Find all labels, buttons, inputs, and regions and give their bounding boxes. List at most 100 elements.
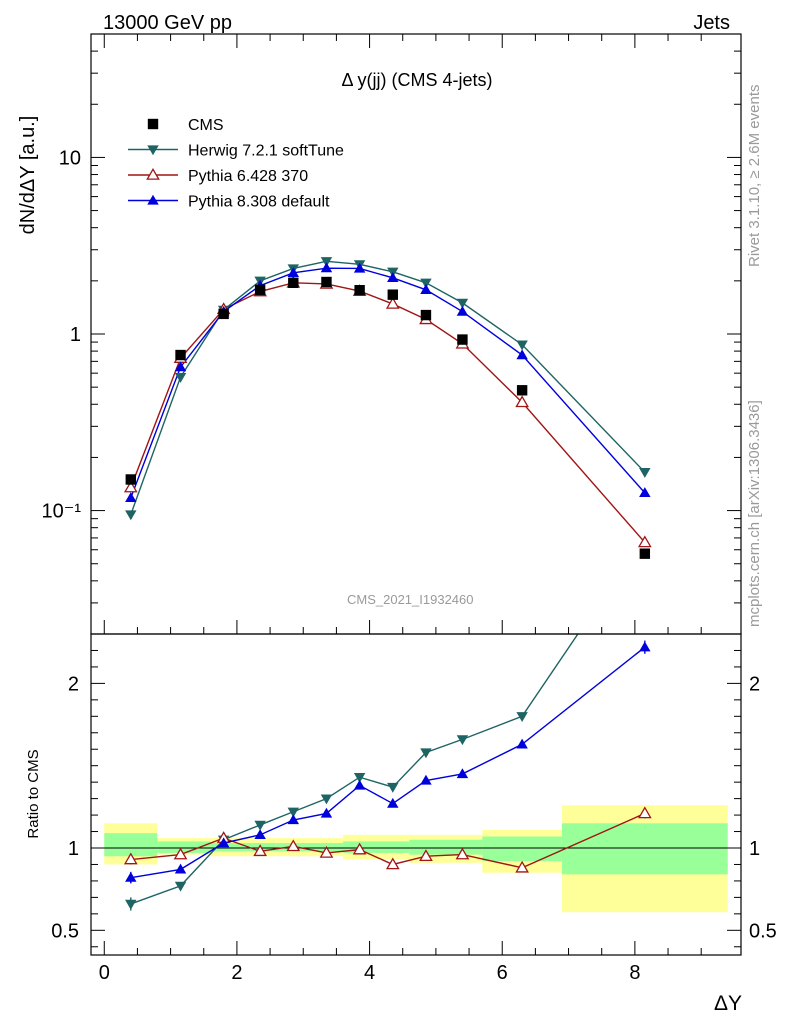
ratio-point [516,738,528,749]
data-point [174,361,187,372]
data-point [516,340,528,351]
x-tick-label: 8 [629,962,640,984]
band-green [409,839,483,855]
band-green [210,843,277,852]
legend: CMS Herwig 7.2.1 softTune Pythia 6.428 370… [128,117,344,211]
ratio-point [320,807,333,818]
ratio-point [319,845,334,858]
data-point [125,474,136,485]
ratio-line-2 [130,646,646,879]
ratio-point [637,806,652,819]
ratio-point [174,863,187,874]
data-point [456,298,469,309]
ratio-y-tick-label-right: 0.5 [749,920,777,942]
ratio-y-tick-label: 1 [68,838,79,860]
legend-marker [147,118,159,130]
band-green [561,823,728,875]
y-tick-label: 10 [59,147,81,169]
data-point [639,548,651,559]
data-point [353,262,366,273]
ratio-axes: 0.5 0.5 1 1 2 2 0 2 4 6 8 [51,633,777,984]
series-line-2 [130,282,646,543]
band-green [482,836,562,862]
legend-label: CMS [188,117,224,134]
ratio-point [385,857,400,870]
data-point [287,267,300,278]
data-point [175,349,186,361]
x-tick-label: 0 [99,962,110,984]
data-point [387,289,398,300]
ratio-point [516,712,528,723]
band-green [157,841,211,853]
analysis-watermark: CMS_2021_I1932460 [347,592,474,607]
ratio-point [125,871,137,882]
ratio-point [353,779,366,790]
data-point [639,468,651,478]
data-point [420,309,432,321]
data-point [420,278,432,289]
ratio-point [253,844,267,857]
ratio-point [639,641,651,652]
data-point [457,334,468,345]
data-point [639,487,651,498]
legend-marker [147,194,159,205]
data-point [174,372,187,383]
rivet-version-label: Rivet 3.1.10, ≥ 2.6M events [746,84,763,268]
data-point [125,510,137,521]
ratio-point [420,748,432,759]
data-point [354,285,365,296]
legend-marker [146,167,160,180]
data-point [125,492,137,503]
data-point [456,305,469,316]
ratio-point [320,794,333,805]
ratio-point [456,735,469,746]
y-tick-label: 1 [70,324,81,346]
ratio-point [125,899,137,910]
ratio-panel: 0.5 0.5 1 1 2 2 0 2 4 6 8 Ratio to CMS ΔY [25,633,777,1015]
x-axis-label: ΔY [714,992,742,1015]
ratio-y-label: Ratio to CMS [25,749,42,838]
data-point [288,277,299,288]
data-point [254,284,266,295]
ratio-point [456,768,469,779]
data-point [516,385,528,396]
data-point [516,349,528,360]
x-tick-label: 2 [231,962,242,984]
header-energy: 13000 GeV pp [103,12,232,34]
ratio-data-layer [123,634,652,911]
ratio-point [455,847,470,860]
series-line-3 [130,267,646,499]
legend-label: Pythia 8.308 default [188,194,330,211]
ratio-point [387,797,399,808]
legend-label: Herwig 7.2.1 softTune [188,143,344,160]
y-axis-label: dN/dΔY [a.u.] [17,116,39,235]
source-label: mcplots.cern.ch [arXiv:1306.3436] [746,400,763,627]
ratio-frame [90,633,742,956]
ratio-point [387,782,399,793]
data-point [387,272,399,282]
ratio-point [254,820,266,831]
ratio-point [353,773,366,783]
band-green [343,841,410,853]
ratio-point [217,837,230,848]
ratio-point [287,814,300,825]
ratio-line-1 [130,812,646,869]
data-point [420,284,432,294]
data-point [321,276,332,288]
x-tick-label: 6 [497,962,508,984]
band-green [276,843,344,852]
ratio-y-tick-label-right: 2 [749,673,760,695]
ratio-point [352,842,367,855]
x-tick-label: 4 [364,962,375,984]
header-process: Jets [693,12,730,34]
ratio-point [123,852,138,865]
main-data-layer [123,257,652,559]
main-title: Δ y(jj) (CMS 4-jets) [341,70,492,90]
data-point [320,257,333,268]
ratio-point [287,807,300,818]
ratio-point [174,881,187,892]
main-axes: 10⁻¹ 1 10 [42,33,742,635]
ratio-y-tick-label: 0.5 [51,920,79,942]
data-point [218,308,229,320]
